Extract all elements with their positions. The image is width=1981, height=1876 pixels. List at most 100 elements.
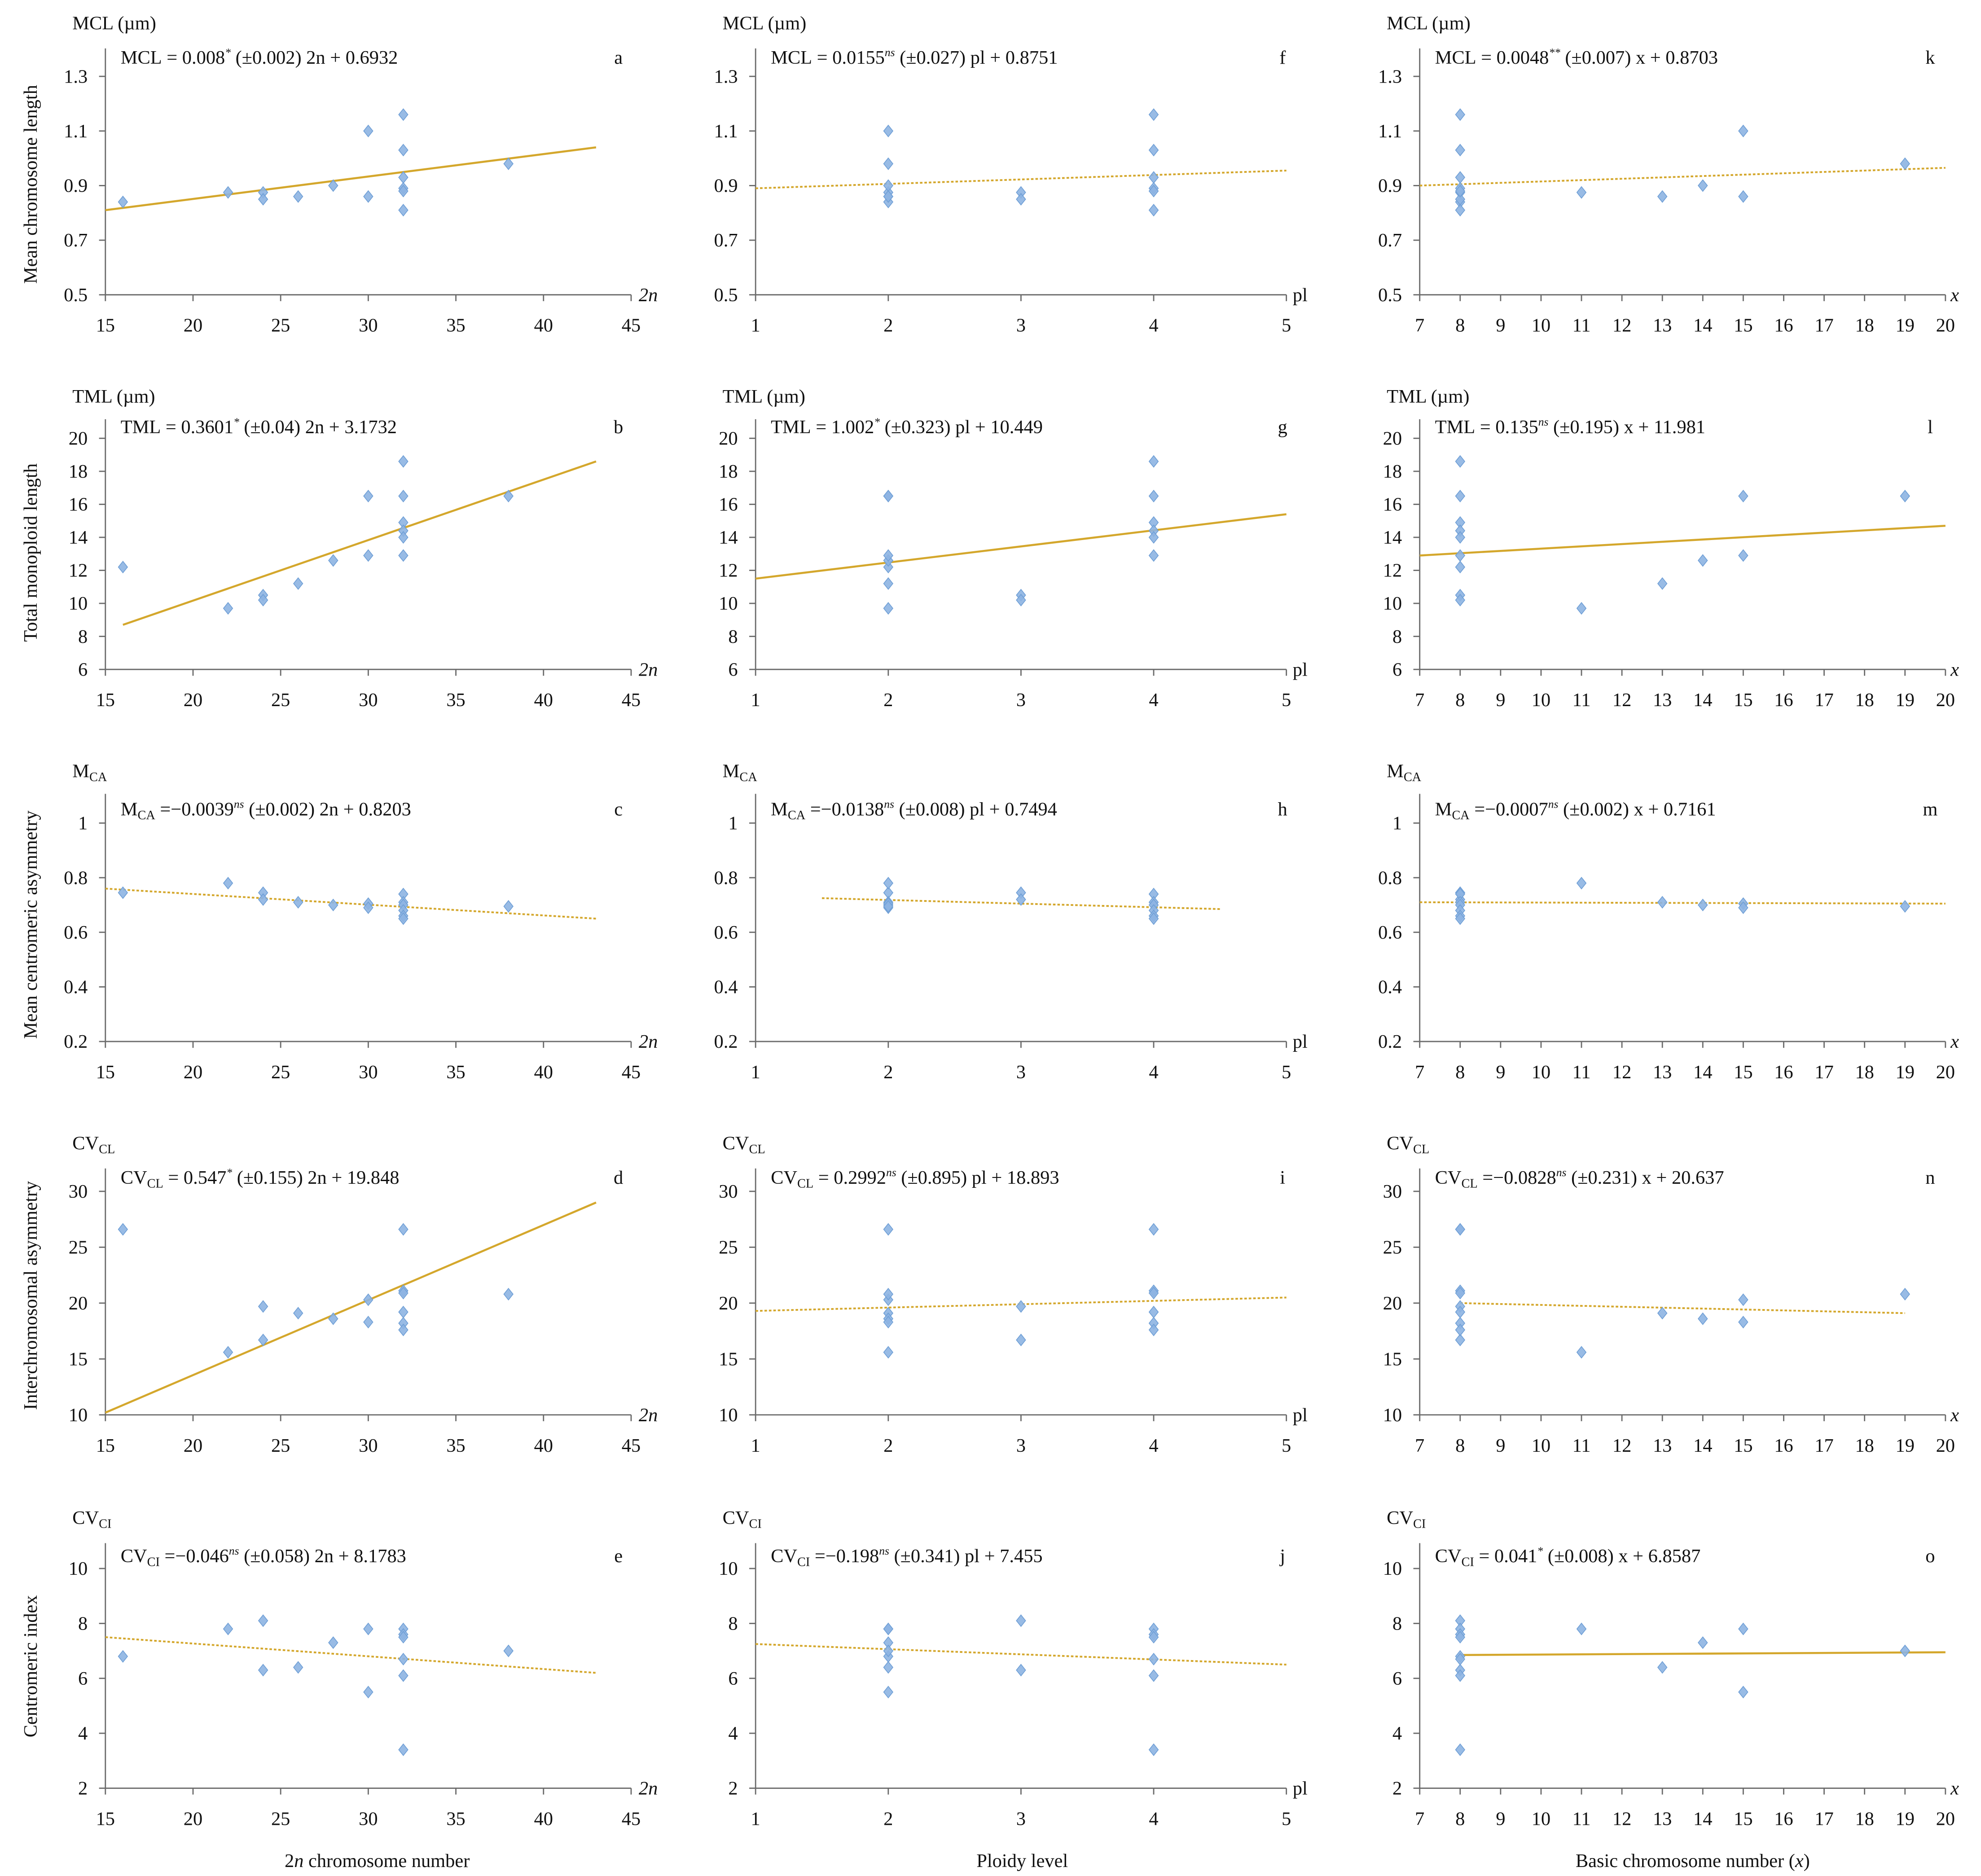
- y-tick-label: 0.2: [64, 1031, 88, 1052]
- x-tick-label: 15: [1734, 1435, 1753, 1456]
- x-tick-label: 8: [1455, 1435, 1465, 1456]
- equation-significance: **: [1549, 46, 1560, 59]
- y-tick-label: 20: [69, 428, 88, 449]
- equation-rest: (±0.058) 2n + 8.1783: [239, 1546, 406, 1567]
- data-point: [363, 1293, 373, 1306]
- data-point: [293, 896, 303, 909]
- equation-coefficient: =−0.0138: [805, 799, 884, 820]
- data-point: [1455, 531, 1466, 544]
- x-tick-label: 12: [1612, 1062, 1631, 1083]
- y-axis-title-main: MCL (µm): [1387, 13, 1471, 34]
- x-axis-title-main: Basic chromosome number (: [1576, 1850, 1795, 1872]
- equation-lhs-sub: CI: [1462, 1555, 1474, 1569]
- data-point: [883, 124, 894, 137]
- trend-line: [1419, 901, 1946, 905]
- y-tick-label: 2: [728, 1778, 738, 1799]
- x-tick-label: 15: [96, 1062, 115, 1083]
- panel-m: 0.20.40.60.817 8 9 10 11 12 13 14 15 16 17 18 19 20xM…: [1378, 761, 1959, 1083]
- y-tick-label: 18: [1383, 461, 1402, 482]
- panel-l: 6 8 10 12 14 16 18 20 7 8 9 10 11 12 13 14 15 16 17 18 19 20 x…: [1383, 386, 1959, 711]
- y-axis-title-sub: CI: [99, 1517, 111, 1531]
- data-point: [883, 1644, 894, 1657]
- equation-lhs: M: [121, 799, 138, 820]
- row-title: Total monoploid length: [20, 463, 41, 642]
- x-tick-label: 35: [446, 1435, 465, 1456]
- x-tick-label: 1: [751, 315, 760, 336]
- equation-coefficient: = 0.0155: [812, 47, 885, 68]
- x-tick-label: 5: [1282, 1435, 1291, 1456]
- equation-significance: ns: [1556, 1166, 1567, 1179]
- y-tick-label: 8: [728, 626, 738, 647]
- y-tick-label: 0.8: [1378, 867, 1402, 888]
- data-point: [1738, 489, 1748, 503]
- y-axis-title: MCA: [723, 761, 758, 784]
- equation-lhs: TML: [771, 417, 811, 438]
- y-tick-label: 8: [1392, 626, 1402, 647]
- data-point: [1016, 193, 1026, 206]
- x-tick-label: 17: [1814, 1435, 1833, 1456]
- y-axis-title-main: TML (µm): [72, 386, 155, 407]
- data-point: [1148, 1305, 1159, 1318]
- equation-lhs: MCL: [1435, 47, 1476, 68]
- data-point: [1738, 1686, 1748, 1699]
- equation-lhs: CV: [121, 1167, 147, 1188]
- y-axis-title: CVCI: [72, 1507, 111, 1531]
- x-tick-label: 10: [1532, 1435, 1551, 1456]
- x-tick-label: 3: [1016, 315, 1026, 336]
- data-point: [1697, 1312, 1708, 1325]
- y-tick-label: 6: [728, 1668, 738, 1689]
- x-axis-end-label: x: [1950, 1778, 1959, 1799]
- equation-coefficient: = 1.002: [811, 417, 874, 438]
- x-tick-label: 40: [534, 690, 553, 711]
- y-axis-title: MCL (µm): [72, 13, 156, 34]
- x-tick-label: 19: [1895, 1808, 1914, 1829]
- regression-equation: CVCL = 0.2992ns (±0.895) pl + 18.893: [771, 1166, 1059, 1191]
- data-point: [1148, 1652, 1159, 1665]
- equation-lhs: CV: [1435, 1167, 1462, 1188]
- data-point: [1148, 1669, 1159, 1682]
- y-tick-label: 1.1: [64, 121, 88, 142]
- y-axis-title-sub: CA: [739, 770, 757, 784]
- x-tick-label: 16: [1774, 1062, 1793, 1083]
- x-tick-label: 20: [184, 1062, 202, 1083]
- y-tick-label: 0.6: [64, 922, 88, 943]
- data-point: [883, 1287, 894, 1300]
- x-tick-label: 7: [1415, 1808, 1424, 1829]
- x-tick-label: 15: [1734, 1808, 1753, 1829]
- y-axis-title: TML (µm): [723, 386, 805, 407]
- y-tick-label: 16: [1383, 494, 1402, 515]
- y-tick-label: 1.3: [714, 66, 738, 87]
- equation-significance: *: [225, 46, 231, 59]
- equation-rest: (±0.002) 2n + 0.8203: [244, 799, 411, 820]
- data-point: [258, 1300, 268, 1313]
- y-tick-label: 30: [69, 1181, 88, 1202]
- x-tick-label: 7: [1415, 690, 1424, 711]
- data-point: [883, 179, 894, 192]
- data-point: [503, 900, 514, 913]
- x-tick-label: 9: [1496, 1435, 1505, 1456]
- data-point: [398, 185, 408, 198]
- data-point: [1455, 912, 1466, 925]
- data-point: [1697, 554, 1708, 567]
- y-axis-title-main: CV: [72, 1133, 99, 1154]
- x-tick-label: 17: [1814, 1808, 1833, 1829]
- equation-lhs: M: [771, 799, 788, 820]
- y-tick-label: 0.9: [714, 176, 738, 197]
- data-point: [1455, 144, 1466, 157]
- x-tick-label: 16: [1774, 690, 1793, 711]
- panel-letter: j: [1279, 1546, 1285, 1567]
- x-tick-label: 7: [1415, 1435, 1424, 1456]
- y-tick-label: 6: [78, 659, 88, 680]
- data-point: [1738, 549, 1748, 562]
- y-tick-label: 10: [69, 593, 88, 614]
- x-tick-label: 25: [271, 1435, 290, 1456]
- x-tick-label: 17: [1814, 690, 1833, 711]
- data-point: [363, 549, 373, 562]
- panel-letter: h: [1278, 799, 1287, 820]
- x-axis-end-label: pl: [1293, 659, 1308, 680]
- x-tick-label: 16: [1774, 315, 1793, 336]
- equation-significance: ns: [886, 1166, 896, 1179]
- y-tick-label: 6: [728, 659, 738, 680]
- data-point: [293, 190, 303, 203]
- equation-lhs: MCL: [771, 47, 812, 68]
